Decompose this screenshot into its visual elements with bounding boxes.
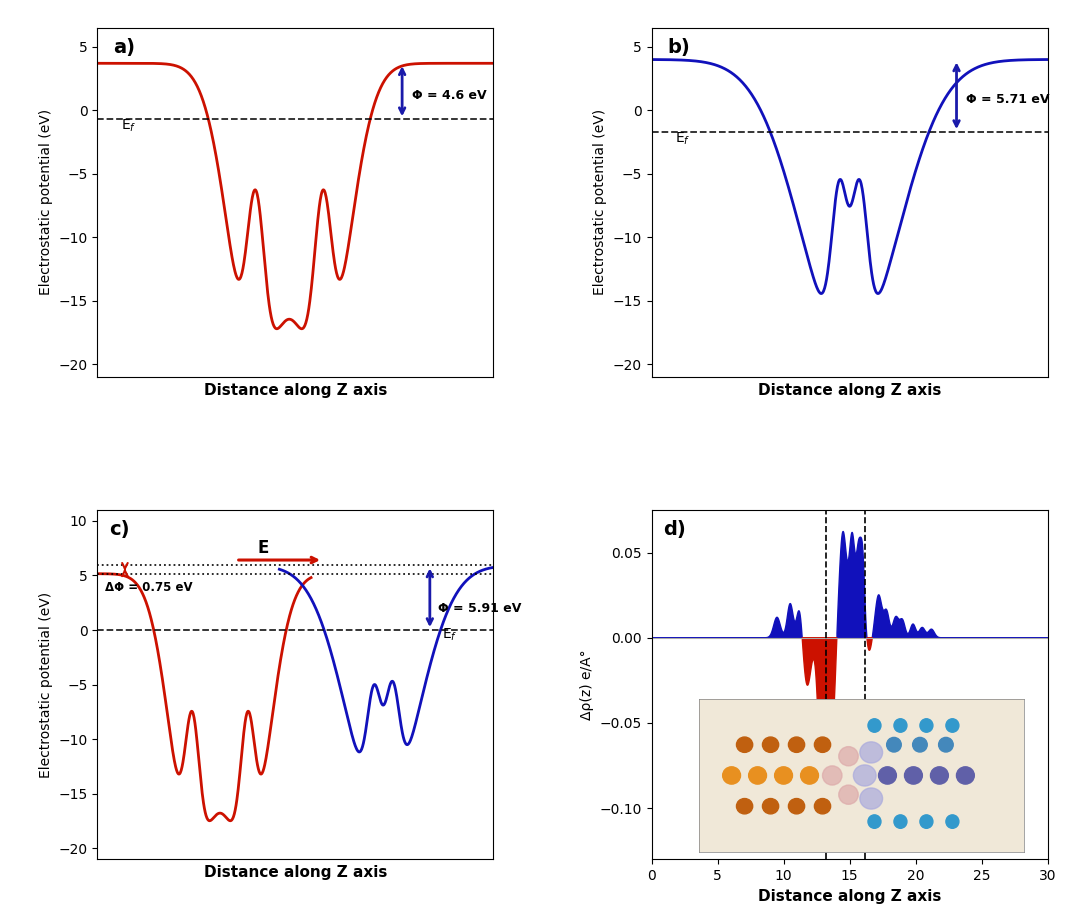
Y-axis label: Δρ(z) e/A°: Δρ(z) e/A° — [580, 650, 594, 720]
Text: E$_f$: E$_f$ — [442, 626, 457, 643]
Y-axis label: Electrostatic potential (eV): Electrostatic potential (eV) — [39, 109, 53, 296]
Text: Φ = 4.6 eV: Φ = 4.6 eV — [413, 89, 487, 102]
X-axis label: Distance along Z axis: Distance along Z axis — [203, 865, 387, 880]
X-axis label: Distance along Z axis: Distance along Z axis — [203, 383, 387, 397]
Text: Ti$_2$CO$_2$: Ti$_2$CO$_2$ — [897, 713, 944, 731]
Y-axis label: Electrostatic potential (eV): Electrostatic potential (eV) — [593, 109, 607, 296]
Text: c): c) — [109, 520, 130, 540]
Text: Φ = 5.91 eV: Φ = 5.91 eV — [437, 602, 522, 614]
X-axis label: Distance along Z axis: Distance along Z axis — [758, 383, 942, 397]
X-axis label: Distance along Z axis: Distance along Z axis — [758, 889, 942, 904]
Text: a): a) — [113, 38, 135, 57]
Text: E: E — [258, 539, 269, 557]
Text: E$_f$: E$_f$ — [121, 117, 136, 134]
Text: E$_f$: E$_f$ — [675, 130, 691, 147]
Text: ΔΦ = 0.75 eV: ΔΦ = 0.75 eV — [105, 580, 192, 593]
Text: MoTe$_2$: MoTe$_2$ — [748, 714, 793, 731]
Text: d): d) — [663, 520, 686, 540]
Text: b): b) — [667, 38, 690, 57]
Y-axis label: Electrostatic potential (eV): Electrostatic potential (eV) — [39, 591, 53, 778]
Text: Φ = 5.71 eV: Φ = 5.71 eV — [967, 93, 1050, 106]
